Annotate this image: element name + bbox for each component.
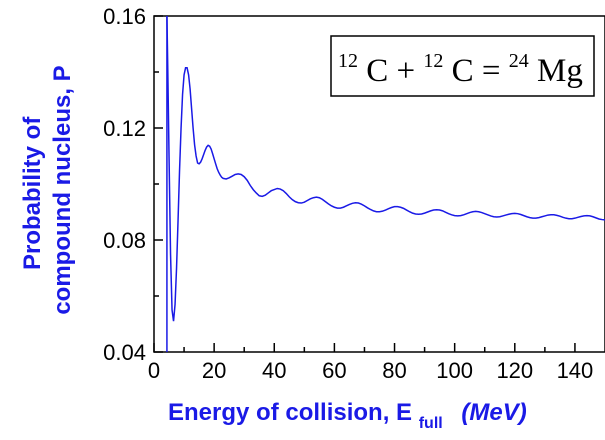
x-tick-label: 80 (382, 358, 406, 383)
legend-frame (330, 35, 595, 97)
x-axis-title-subscript: full (419, 415, 443, 432)
legend-equation: 12 C + 12 C = 24 Mg (338, 39, 583, 89)
y-tick-label: 0.16 (103, 4, 146, 29)
legend-term-3: Mg (537, 53, 583, 89)
y-axis-title-line-1: Probability of (19, 116, 46, 270)
legend-term-2: C = (452, 53, 509, 89)
y-tick-label: 0.12 (103, 116, 146, 141)
x-axis-title: Energy of collision, E full (MeV) (168, 399, 527, 434)
probability-curve (166, 16, 605, 322)
y-axis-title: Probability of compound nucleus, P (19, 65, 76, 314)
tick-labels: 0 20 40 60 80 100 120 140 0.04 0.08 0.12 0.16 (103, 4, 593, 383)
x-tick-label: 140 (557, 358, 594, 383)
x-tick-label: 0 (148, 358, 160, 383)
y-axis-title-line-2: compound nucleus, P (49, 65, 76, 314)
x-axis-title-main: Energy of collision, E (168, 399, 412, 426)
x-tick-label: 40 (262, 358, 286, 383)
x-tick-label: 20 (202, 358, 226, 383)
y-tick-label: 0.04 (103, 340, 146, 365)
x-tick-label: 60 (322, 358, 346, 383)
legend-box: 12 C + 12 C = 24 Mg (330, 35, 595, 97)
legend-mass-1: 12 (338, 50, 358, 72)
y-tick-label: 0.08 (103, 228, 146, 253)
legend-mass-3: 24 (509, 50, 529, 72)
x-tick-label: 120 (496, 358, 533, 383)
plot-frame (153, 15, 605, 353)
x-tick-label: 100 (436, 358, 473, 383)
legend-mass-2: 12 (423, 50, 443, 72)
x-axis-title-unit: (MeV) (461, 399, 526, 426)
legend-term-1: C + (366, 53, 423, 89)
